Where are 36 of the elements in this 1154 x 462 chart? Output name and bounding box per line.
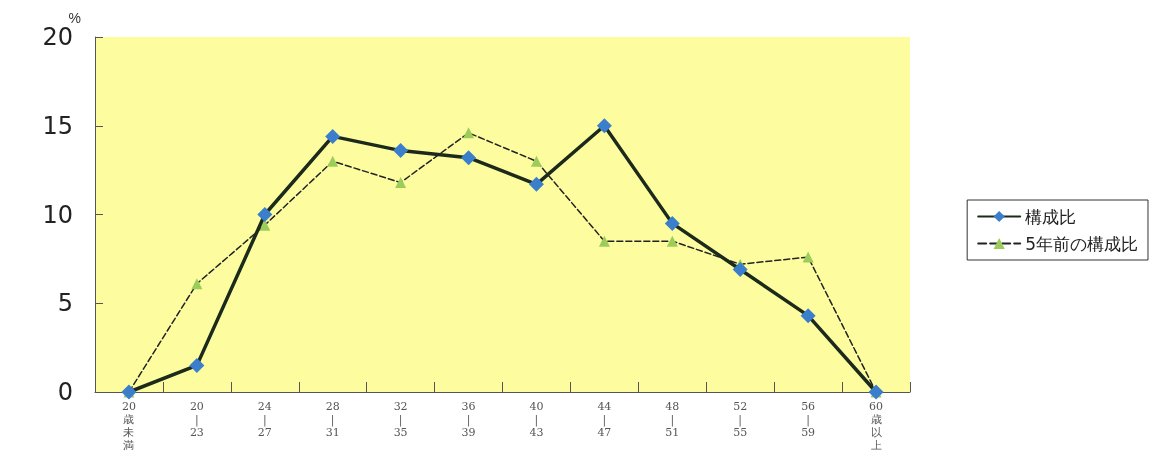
point <box>598 235 610 247</box>
point <box>191 278 203 290</box>
legend-label: 5年前の構成比 <box>1025 233 1139 254</box>
point <box>461 150 477 166</box>
y-tick-label: 5 <box>57 289 73 318</box>
point <box>393 143 409 159</box>
legend-label: 構成比 <box>1025 206 1077 227</box>
x-tick-label: 48|51 <box>665 400 680 439</box>
point <box>325 128 341 144</box>
point <box>327 155 339 167</box>
point <box>596 118 612 134</box>
point <box>800 308 816 324</box>
point <box>189 357 205 373</box>
point <box>528 176 544 192</box>
point <box>395 177 407 189</box>
x-tick-label: 44|47 <box>597 400 612 439</box>
x-tick-label: 28|31 <box>325 400 340 439</box>
x-tick-label: 32|35 <box>393 400 408 439</box>
x-tick-label: 60歳以上 <box>869 400 884 452</box>
x-tick-label: 40|43 <box>529 400 544 439</box>
point <box>530 155 542 167</box>
x-tick-label: 20歳未満 <box>121 400 136 452</box>
x-tick-label: 52|55 <box>733 400 748 439</box>
point <box>666 235 678 247</box>
y-tick-label: 0 <box>57 378 73 406</box>
point <box>257 207 273 222</box>
y-tick-label: 15 <box>42 111 73 140</box>
y-tick-label: 10 <box>42 200 73 229</box>
point <box>802 251 814 263</box>
x-tick-label: 36|39 <box>461 400 476 439</box>
point <box>732 262 748 278</box>
x-tick-label: 20|23 <box>189 400 204 439</box>
x-tick-label: 56|59 <box>801 400 816 439</box>
x-tick-label: 24|27 <box>257 400 272 439</box>
point <box>463 127 475 139</box>
point <box>664 215 680 231</box>
